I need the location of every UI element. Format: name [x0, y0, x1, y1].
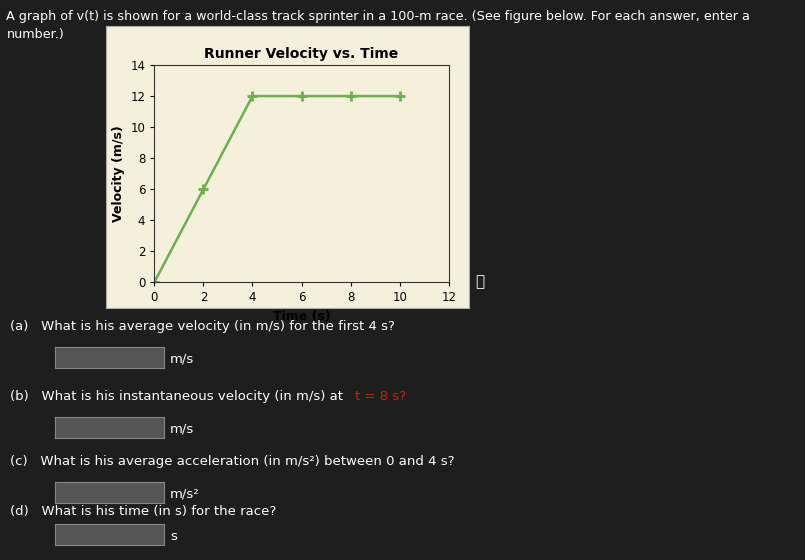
- Text: (d)   What is his time (in s) for the race?: (d) What is his time (in s) for the race…: [10, 505, 276, 518]
- Text: ⓘ: ⓘ: [475, 274, 484, 289]
- Text: number.): number.): [6, 28, 64, 41]
- X-axis label: Time (s): Time (s): [273, 310, 331, 323]
- Y-axis label: Velocity (m/s): Velocity (m/s): [112, 125, 125, 222]
- Text: A graph of v(t) is shown for a world-class track sprinter in a 100-m race. (See : A graph of v(t) is shown for a world-cla…: [6, 10, 750, 23]
- Text: m/s: m/s: [170, 353, 194, 366]
- Text: (a)   What is his average velocity (in m/s) for the first 4 s?: (a) What is his average velocity (in m/s…: [10, 320, 395, 333]
- Text: (b)   What is his instantaneous velocity (in m/s) at: (b) What is his instantaneous velocity (…: [10, 390, 347, 403]
- Text: (c)   What is his average acceleration (in m/s²) between 0 and 4 s?: (c) What is his average acceleration (in…: [10, 455, 455, 468]
- Text: t = 8 s?: t = 8 s?: [355, 390, 407, 403]
- Text: s: s: [170, 530, 177, 543]
- Title: Runner Velocity vs. Time: Runner Velocity vs. Time: [204, 47, 398, 61]
- Text: m/s: m/s: [170, 423, 194, 436]
- Text: m/s²: m/s²: [170, 488, 200, 501]
